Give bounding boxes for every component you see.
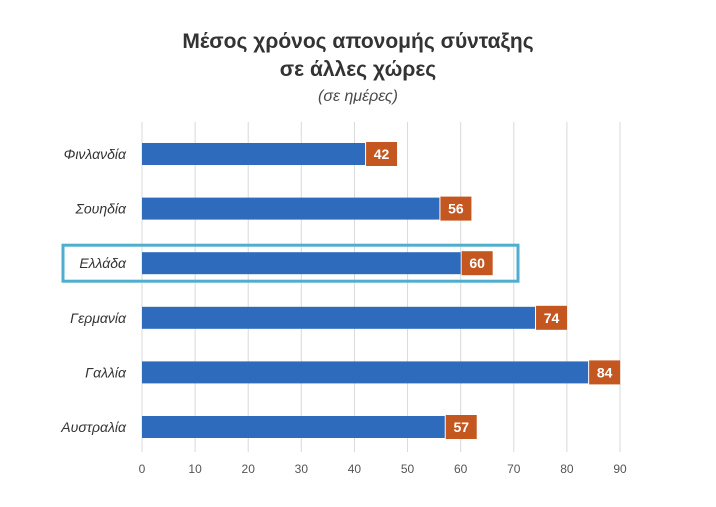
- bar: [142, 361, 589, 384]
- data-label: 74: [544, 310, 560, 326]
- data-label: 57: [453, 419, 469, 435]
- chart-subtitle: (σε ημέρες): [317, 88, 398, 105]
- category-label: Φινλανδία: [64, 146, 127, 162]
- data-label-bg: [589, 360, 621, 385]
- bar: [142, 197, 440, 220]
- data-label-bg: [366, 142, 398, 166]
- category-label: Σουηδία: [74, 201, 127, 217]
- data-label: 42: [374, 146, 390, 162]
- x-tick-label: 20: [242, 462, 256, 476]
- bar: [142, 143, 366, 165]
- x-tick-label: 90: [613, 462, 627, 476]
- data-label-bg: [536, 305, 568, 330]
- category-label: Αυστραλία: [60, 419, 127, 435]
- category-label: Γαλλία: [85, 364, 127, 380]
- x-tick-label: 30: [295, 462, 309, 476]
- x-tick-label: 60: [454, 462, 468, 476]
- category-label: Ελλάδα: [79, 255, 127, 271]
- data-label: 60: [469, 255, 485, 271]
- data-label-bg: [445, 415, 477, 439]
- x-tick-label: 50: [401, 462, 415, 476]
- x-tick-label: 0: [139, 462, 146, 476]
- x-tick-label: 70: [507, 462, 521, 476]
- x-tick-label: 40: [348, 462, 362, 476]
- data-label-bg: [440, 196, 472, 221]
- chart-title-line-2: σε άλλες χώρες: [279, 58, 437, 81]
- data-label: 84: [597, 364, 613, 380]
- bar: [142, 416, 445, 438]
- x-tick-label: 10: [188, 462, 202, 476]
- x-tick-label: 80: [560, 462, 574, 476]
- highlight-box: [61, 243, 520, 283]
- bar: [142, 306, 536, 329]
- data-label: 56: [448, 201, 464, 217]
- data-label-bg: [461, 251, 493, 276]
- bar: [142, 252, 461, 275]
- category-label: Γερμανία: [70, 310, 127, 326]
- chart-title-line-1: Μέσος χρόνος απονομής σύνταξης: [182, 30, 534, 53]
